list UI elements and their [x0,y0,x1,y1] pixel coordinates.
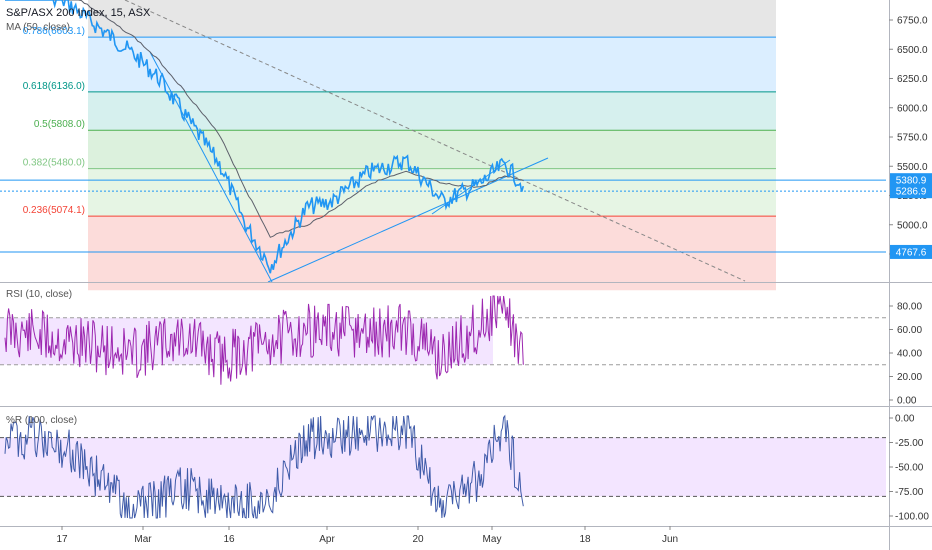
rsi-pane[interactable]: RSI (10, close) [0,289,886,385]
price-badge-label: 4767.6 [896,247,927,258]
fib-zone [88,216,776,291]
wr-tick-label: -50.00 [895,463,924,474]
fib-zone-top [88,0,776,38]
time-tick-label: May [483,534,502,545]
time-tick-label: Mar [134,534,152,545]
williams-r-pane[interactable]: %R (100, close) [0,414,886,519]
price-badge[interactable] [890,244,932,259]
time-tick-label: 17 [56,534,68,545]
wr-line [4,414,524,519]
fibonacci-retracement[interactable] [88,0,776,291]
time-tick-label: Jun [662,534,678,545]
price-line [5,0,525,274]
wr-axis[interactable]: 0.00 -25.00 -50.00 -75.00 -100.00 [889,414,929,523]
fib-zone [88,37,776,92]
wr-band [0,437,886,497]
fib-level-label: 0.618(6136.0) [23,81,85,92]
price-badge-label: 5380.9 [896,176,927,187]
rsi-title[interactable]: RSI (10, close) [6,289,72,300]
time-tick-label: Apr [319,534,335,545]
wr-tick-label: -25.00 [895,438,924,449]
fib-level-label: 0.5(5808.0) [34,119,85,130]
fibonacci-labels: 0.786(6603.1) 0.618(6136.0) 0.5(5808.0) 0.3… [23,26,85,216]
fib-level-label: 0.786(6603.1) [23,26,85,37]
ma-line [5,0,524,238]
time-tick-label: 18 [579,534,591,545]
price-tick-label: 5750.0 [897,133,928,144]
price-tick-label: 6750.0 [897,16,928,27]
trend-line-lower[interactable] [267,157,549,283]
price-badge-label: 5286.9 [896,187,927,198]
dashed-trend-line[interactable] [124,0,746,282]
rsi-tick-label: 40.00 [897,349,922,360]
rsi-tick-label: 0.00 [897,396,917,407]
price-badge[interactable] [890,184,932,199]
symbol-title[interactable]: S&P/ASX 200 Index, 15, ASX [6,7,151,19]
time-tick-label: 20 [412,534,424,545]
price-badge[interactable] [890,173,932,188]
wr-tick-label: -75.00 [895,487,924,498]
trend-line-down[interactable] [149,51,273,283]
price-tick-label: 5000.0 [897,220,928,231]
rsi-tick-label: 20.00 [897,372,922,383]
ma-legend[interactable]: MA (50, close) [6,22,70,33]
fib-level-label: 0.382(5480.0) [23,158,85,169]
rsi-line [4,295,524,385]
price-tick-label: 6500.0 [897,45,928,56]
price-tick-label: 6250.0 [897,74,928,85]
price-tick-label: 6000.0 [897,103,928,114]
time-tick-label: 16 [223,534,235,545]
price-axis[interactable]: 6750.06500.06250.06000.05750.05500.05250… [889,16,932,261]
price-pane[interactable]: 0.786(6603.1) 0.618(6136.0) 0.5(5808.0) 0.3… [0,0,886,291]
rsi-axis[interactable]: 80.00 60.00 40.00 20.00 0.00 [889,302,922,407]
price-tick-label: 5500.0 [897,162,928,173]
wr-title[interactable]: %R (100, close) [6,415,77,426]
fib-zone [88,91,776,131]
time-axis[interactable]: 17 Mar 16 Apr 20 May 18 Jun [56,526,678,545]
fib-zone [88,130,776,169]
rsi-tick-label: 60.00 [897,325,922,336]
wr-tick-label: -100.00 [895,512,929,523]
fib-level-label: 0.236(5074.1) [23,205,85,216]
wr-tick-label: 0.00 [895,414,915,425]
rsi-tick-label: 80.00 [897,302,922,313]
